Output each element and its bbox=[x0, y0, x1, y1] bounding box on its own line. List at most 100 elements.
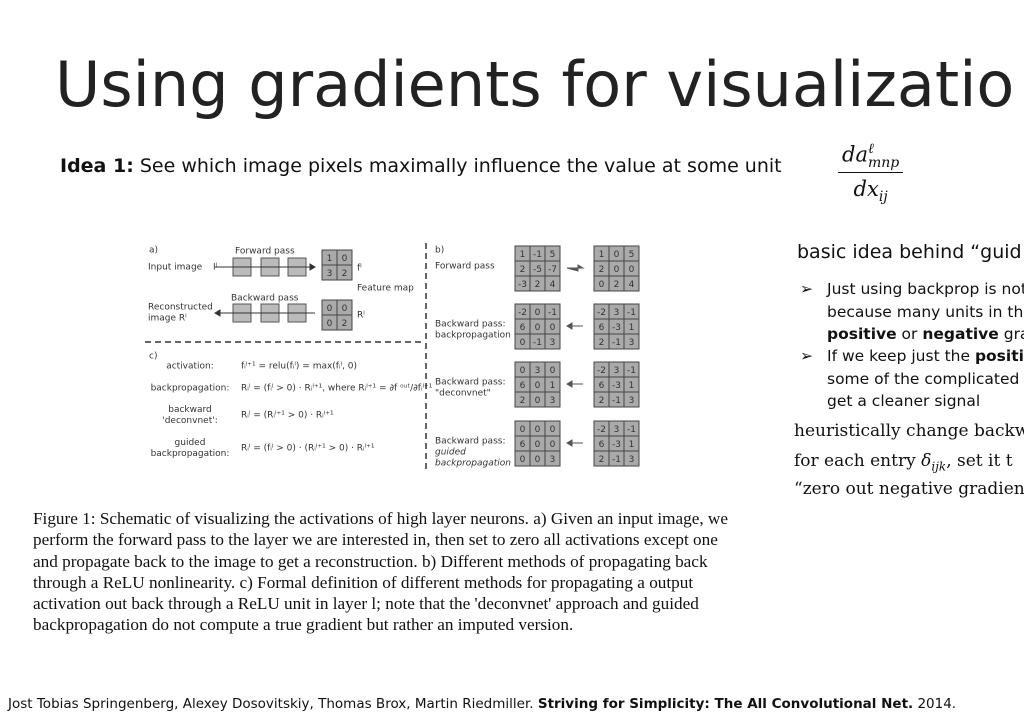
bullet-line: get a cleaner signal bbox=[827, 392, 1024, 415]
grid-cell bbox=[544, 333, 561, 350]
text: “zero out negative gradient bbox=[794, 479, 1024, 499]
grid-cell bbox=[544, 450, 561, 467]
cell-value: -2 bbox=[597, 308, 606, 318]
figure-label: Backward pass bbox=[231, 294, 299, 304]
cell-value: 2 bbox=[599, 265, 605, 275]
figure-label: Backward pass: bbox=[435, 437, 505, 447]
cell-value: 2 bbox=[599, 396, 605, 406]
bullet-line: positive or negative gradie bbox=[827, 325, 1024, 348]
cell-value: 2 bbox=[535, 280, 541, 290]
text: gradie bbox=[1003, 325, 1024, 343]
cell-value: 6 bbox=[520, 323, 526, 333]
figure-label: Rˡ bbox=[357, 311, 365, 321]
cell-value: 5 bbox=[629, 250, 635, 260]
cell-value: 0 bbox=[520, 455, 526, 465]
cell-value: 6 bbox=[599, 381, 605, 391]
figure-label: "deconvnet" bbox=[435, 389, 491, 399]
cell-value: 3 bbox=[614, 366, 620, 376]
cell-value: -1 bbox=[612, 455, 621, 465]
cell-value: 6 bbox=[520, 381, 526, 391]
bullet: ➢ Just using backprop is not because many … bbox=[800, 280, 1024, 343]
num-base: da bbox=[842, 142, 868, 167]
text: Just using backprop is not bbox=[827, 280, 1024, 298]
cell-value: 0 bbox=[327, 304, 333, 314]
cell-value: 1 bbox=[629, 440, 635, 450]
figure-label: guided bbox=[175, 438, 206, 448]
cell-value: 0 bbox=[535, 308, 541, 318]
text: some of the complicated n bbox=[827, 369, 1024, 388]
figure-label: backpropagation bbox=[435, 331, 511, 341]
citation: Jost Tobias Springenberg, Alexey Dosovit… bbox=[8, 696, 956, 712]
cell-value: 2 bbox=[520, 265, 526, 275]
cell-value: 6 bbox=[520, 440, 526, 450]
figure-label: Forward pass bbox=[435, 262, 495, 272]
arrow bbox=[566, 439, 583, 447]
cell-value: 2 bbox=[342, 269, 348, 279]
text: or bbox=[896, 325, 923, 343]
cell-value: 3 bbox=[629, 455, 635, 465]
note-line: “zero out negative gradient bbox=[794, 479, 1024, 499]
caption-line: backpropagation do not compute a true gr… bbox=[33, 615, 574, 635]
cell-value: 0 bbox=[535, 440, 541, 450]
figure-label: backpropagation: bbox=[151, 449, 230, 459]
cell-value: -7 bbox=[548, 265, 557, 275]
cell-value: 0 bbox=[614, 265, 620, 275]
text: , set it t bbox=[946, 451, 1013, 471]
cell-value: -3 bbox=[612, 381, 621, 391]
den-base: dx bbox=[853, 177, 879, 201]
caption-line: perform the forward pass to the layer we… bbox=[33, 530, 718, 550]
cell-value: 6 bbox=[599, 323, 605, 333]
cell-value: 2 bbox=[614, 280, 620, 290]
figure-label: Rᵢˡ = (Rᵢˡ⁺¹ > 0) · Rᵢˡ⁺¹ bbox=[241, 411, 334, 421]
bullet: ➢If we keep just the positivesome of the… bbox=[800, 347, 1024, 410]
subscript: ijk bbox=[931, 459, 947, 474]
text: 2014. bbox=[913, 696, 957, 712]
cell-value: 3 bbox=[629, 338, 635, 348]
text-run: δ bbox=[921, 451, 932, 471]
cell-value: -2 bbox=[518, 308, 527, 318]
text: for each entry bbox=[794, 451, 922, 471]
grid-cell bbox=[336, 264, 353, 281]
cell-value: 2 bbox=[342, 319, 348, 329]
figure-label: Feature map bbox=[357, 284, 414, 294]
den-sub: ij bbox=[878, 189, 888, 206]
grid-cell bbox=[623, 450, 640, 467]
cell-value: 0 bbox=[535, 455, 541, 465]
figure-label: backward bbox=[168, 405, 212, 415]
cell-value: 4 bbox=[629, 280, 635, 290]
cell-value: 0 bbox=[599, 280, 605, 290]
cell-value: 0 bbox=[550, 366, 556, 376]
arrow bbox=[566, 264, 585, 272]
cell-value: -1 bbox=[533, 338, 542, 348]
denominator: dxij bbox=[838, 173, 903, 205]
cell-value: 3 bbox=[327, 269, 333, 279]
figure-label: guided bbox=[435, 448, 466, 458]
bullet-line: Just using backprop is not bbox=[827, 280, 1024, 303]
text-run: positive bbox=[974, 347, 1024, 365]
cell-value: 1 bbox=[599, 250, 605, 260]
cell-value: -1 bbox=[548, 308, 557, 318]
note-line: for each entry δijk, set it t bbox=[794, 451, 1013, 473]
figure-label: Rᵢˡ = (fᵢˡ > 0) · (Rᵢˡ⁺¹ > 0) · Rᵢˡ⁺¹ bbox=[241, 444, 375, 454]
figure-label: fˡ bbox=[357, 264, 362, 274]
cell-value: 3 bbox=[614, 308, 620, 318]
cell-value: -3 bbox=[612, 323, 621, 333]
cell-value: 0 bbox=[535, 323, 541, 333]
slide-title: Using gradients for visualizatio bbox=[55, 48, 1015, 121]
figure-label: a) bbox=[149, 246, 158, 256]
cell-value: 0 bbox=[629, 265, 635, 275]
formula: daℓ mnp dxij bbox=[838, 142, 904, 205]
pipeline bbox=[214, 257, 316, 323]
cell-value: 0 bbox=[550, 323, 556, 333]
num-sub: mnp bbox=[867, 155, 900, 171]
cell-value: 0 bbox=[535, 425, 541, 435]
cell-value: 0 bbox=[327, 319, 333, 329]
figure-label: Rᵢˡ = (fᵢˡ > 0) · Rᵢˡ⁺¹, where Rᵢˡ⁺¹ = ∂… bbox=[241, 384, 433, 394]
cell-value: 3 bbox=[629, 396, 635, 406]
figure-label: backpropagation: bbox=[151, 384, 230, 394]
arrow bbox=[566, 380, 583, 388]
cell-value: -3 bbox=[518, 280, 527, 290]
cell-value: 0 bbox=[520, 366, 526, 376]
figure-label: Input image bbox=[148, 263, 203, 273]
